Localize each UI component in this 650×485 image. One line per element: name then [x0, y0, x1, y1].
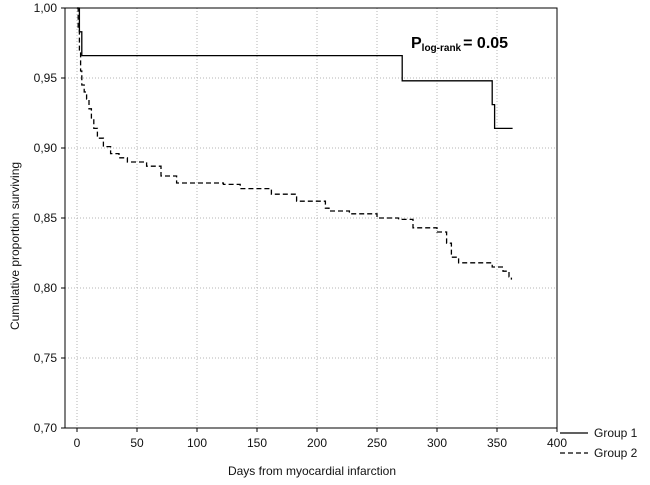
y-axis-label: Cumulative proportion surviving: [8, 162, 22, 330]
x-tick-label: 0: [74, 436, 81, 450]
x-tick-label: 400: [547, 436, 567, 450]
p-value-text: = 0.05: [463, 35, 508, 52]
x-tick-label: 100: [187, 436, 207, 450]
y-tick-label: 0,95: [34, 71, 58, 85]
y-tick-label: 1,00: [34, 1, 58, 15]
x-tick-label: 50: [130, 436, 144, 450]
y-tick-label: 0,85: [34, 211, 58, 225]
y-tick-label: 0,90: [34, 141, 58, 155]
grid: [65, 7, 558, 429]
x-tick-label: 150: [247, 436, 267, 450]
legend-label-group-2: Group 2: [594, 446, 638, 460]
x-tick-label: 300: [427, 436, 447, 450]
x-tick-label: 200: [307, 436, 327, 450]
p-value-subscript: log-rank: [422, 43, 462, 54]
series-line-group-2: [77, 7, 513, 280]
legend-label-group-1: Group 1: [594, 426, 638, 440]
x-axis-label: Days from myocardial infarction: [228, 464, 396, 478]
y-tick-label: 0,70: [34, 421, 58, 435]
axis-ticks: 0 50 100 150 200 250 300 350 400 0,70 0,75 0,80 0,85…: [34, 1, 568, 450]
x-tick-label: 250: [367, 436, 387, 450]
series-line-group-1: [77, 7, 513, 130]
legend: Group 1 Group 2: [560, 426, 638, 460]
y-tick-label: 0,75: [34, 351, 58, 365]
y-tick-label: 0,80: [34, 281, 58, 295]
p-value-symbol: P: [411, 35, 422, 52]
x-tick-label: 350: [487, 436, 507, 450]
series-layer: [77, 7, 513, 280]
p-value-annotation: Plog-rank = 0.05: [411, 35, 508, 54]
